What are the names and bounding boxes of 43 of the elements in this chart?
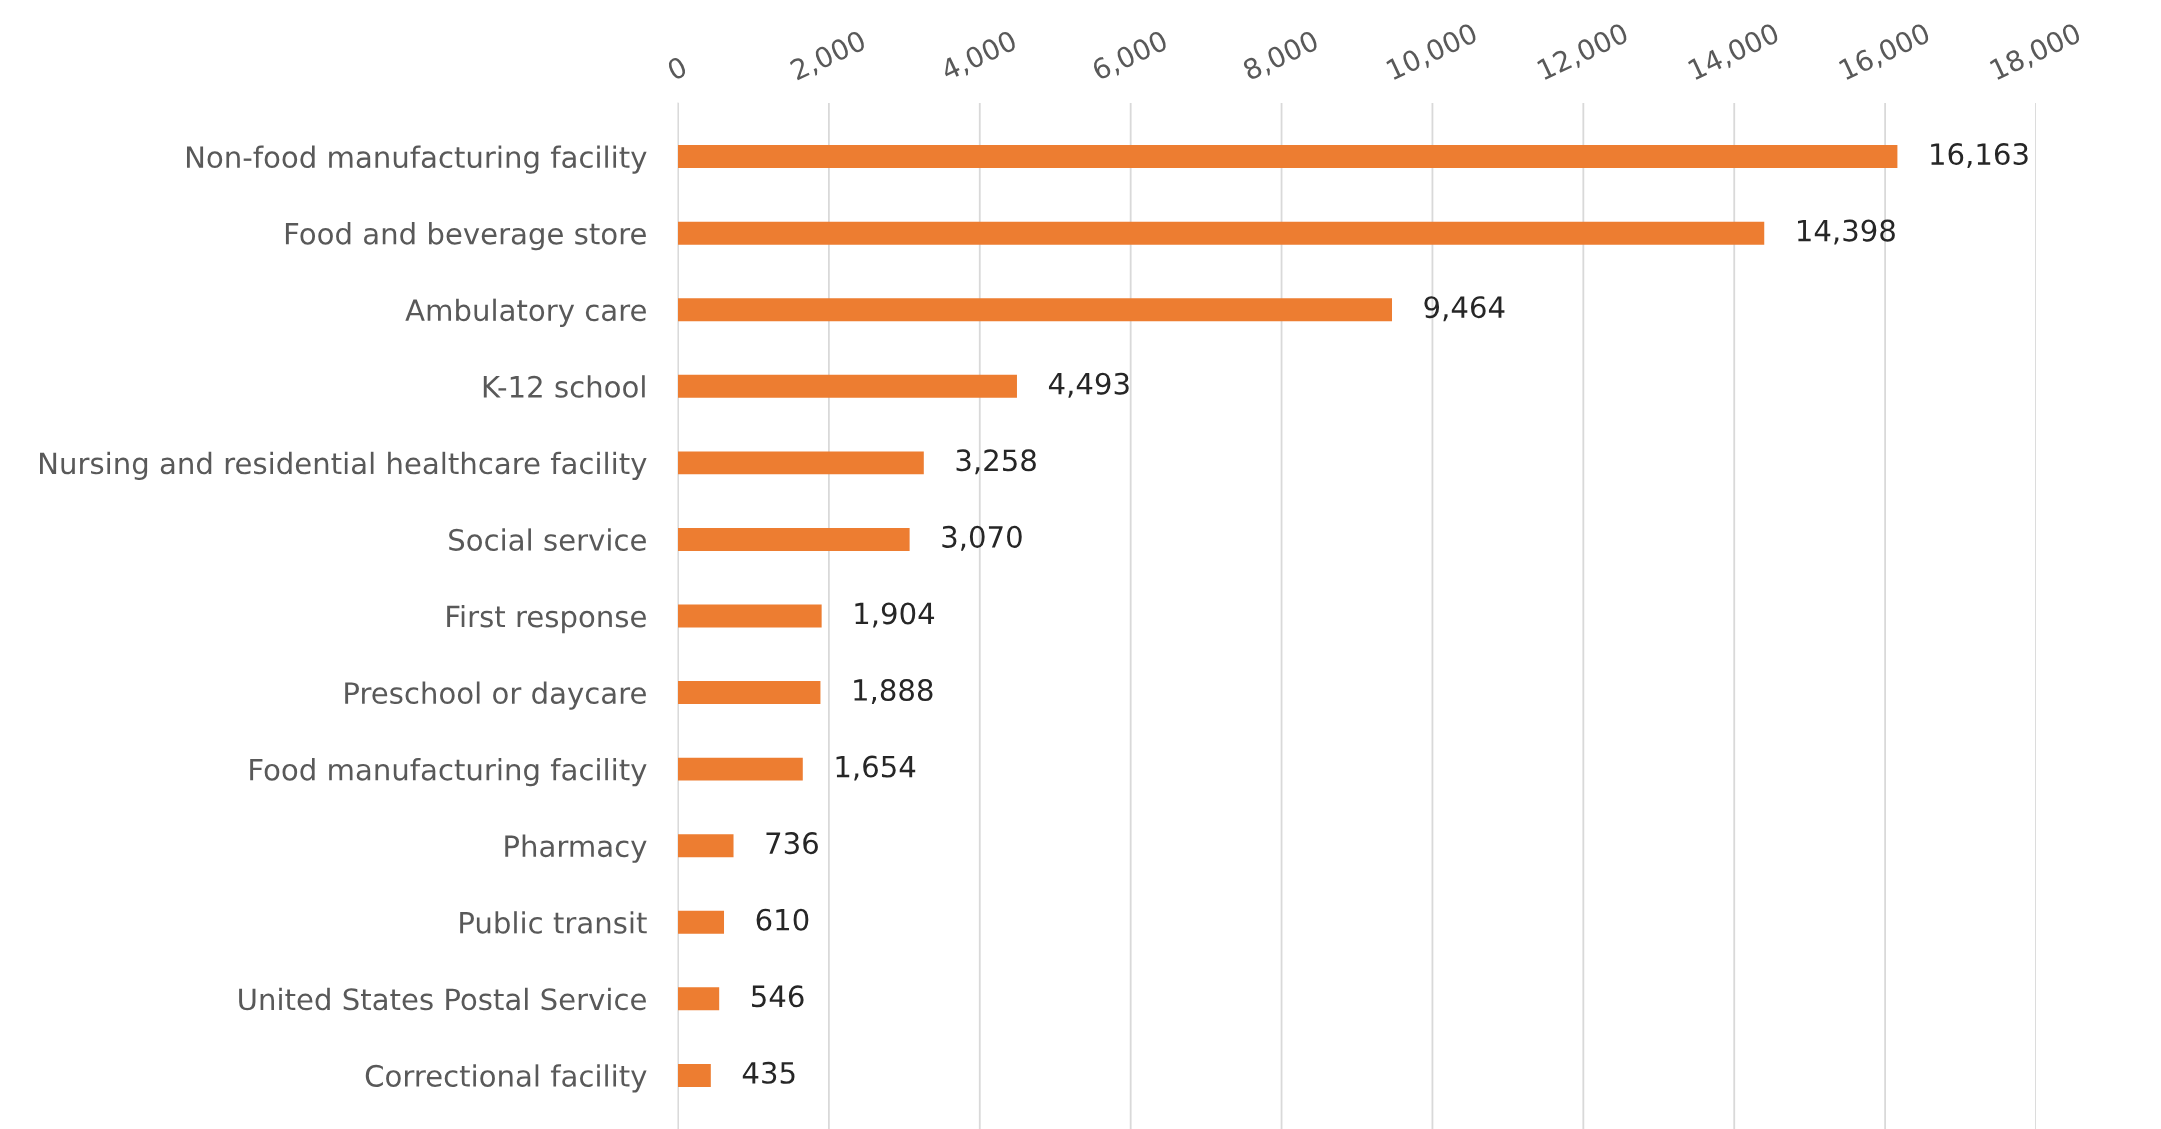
x-tick-label: 6,000 [1090, 29, 1170, 84]
bar [678, 987, 720, 1011]
data-label: 9,464 [1424, 296, 1505, 322]
data-label: 16,163 [1931, 143, 2028, 169]
data-label: 1,654 [836, 755, 916, 781]
bar [678, 757, 803, 781]
data-label: 546 [752, 985, 804, 1008]
y-tick-label: Food manufacturing facility [250, 758, 647, 787]
y-tick-label: K-12 school [483, 375, 645, 398]
y-tick-label: Food and beverage store [285, 222, 646, 251]
y-tick-label: Ambulatory care [405, 298, 646, 327]
y-tick-label: Preschool or daycare [345, 681, 646, 710]
bar [678, 604, 822, 628]
x-tick-label: 8,000 [1241, 29, 1321, 84]
bar [678, 527, 910, 551]
data-label: 4,493 [1048, 372, 1129, 398]
bar [678, 298, 1393, 322]
y-tick-label: Non-food manufacturing facility [186, 145, 647, 174]
data-label: 1,888 [854, 678, 933, 705]
y-tick-label: First response [447, 604, 646, 634]
data-label: 736 [766, 832, 818, 855]
data-label: 610 [756, 908, 809, 931]
y-tick-label: United States Postal Service [239, 987, 646, 1011]
data-label: 3,070 [942, 525, 1022, 551]
bar [678, 681, 821, 705]
bar [678, 221, 1765, 245]
bar [678, 834, 734, 858]
data-label: 435 [742, 1061, 795, 1084]
data-label: 14,398 [1798, 219, 1895, 245]
x-tick-label: 4,000 [939, 29, 1019, 84]
y-tick-label: Correctional facility [365, 1064, 647, 1093]
bar [678, 374, 1017, 398]
y-tick-label: Public transit [460, 911, 647, 934]
data-label: 1,904 [855, 602, 935, 628]
bar [678, 451, 924, 475]
y-tick-label: Social service [449, 528, 646, 551]
x-tick-label: 0 [666, 55, 688, 81]
bar [678, 1063, 711, 1087]
y-tick-label: Pharmacy [505, 834, 647, 863]
y-tick-label: Nursing and residential healthcare facility [40, 451, 647, 481]
data-label: 3,258 [956, 449, 1036, 475]
bar [678, 910, 725, 934]
bar [678, 145, 1898, 169]
